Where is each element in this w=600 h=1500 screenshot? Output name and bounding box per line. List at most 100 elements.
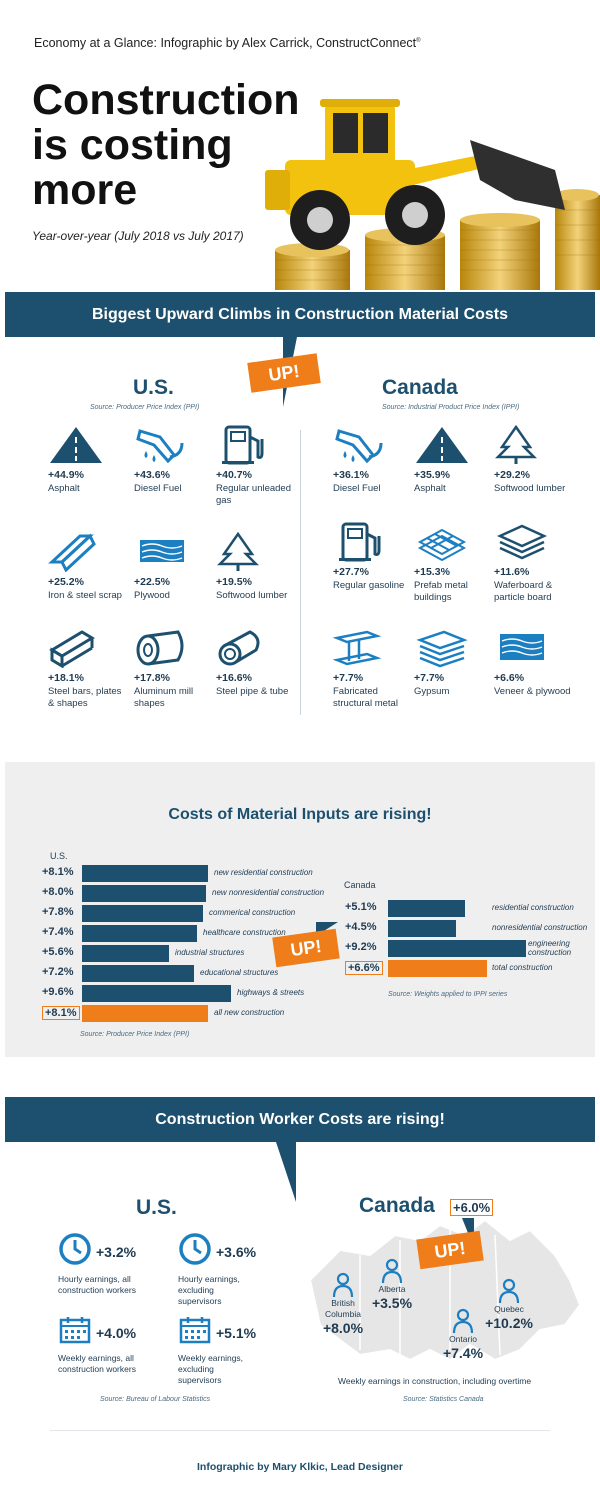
us-workers-heading: U.S. bbox=[136, 1196, 177, 1219]
material-label: Prefab metal buildings bbox=[414, 580, 468, 603]
material-pct: +35.9% bbox=[414, 469, 450, 481]
province-name: Quebec bbox=[494, 1304, 524, 1314]
coin-stack-1 bbox=[275, 243, 350, 290]
worker-cost-label: Hourly earnings, all construction worker… bbox=[58, 1274, 136, 1295]
material-label: Steel pipe & tube bbox=[216, 686, 289, 697]
bar-category-label: highways & streets bbox=[237, 988, 305, 997]
material-pct: +29.2% bbox=[494, 469, 530, 481]
veneer-icon bbox=[494, 628, 574, 668]
material-label: Steel bars, plates & shapes bbox=[48, 686, 122, 709]
province-pct: +3.5% bbox=[371, 1295, 413, 1311]
wheel-loader bbox=[265, 99, 565, 250]
material-item: +29.2% Softwood lumber bbox=[494, 425, 574, 495]
footer-credit: Infographic by Mary Klkic, Lead Designer bbox=[197, 1461, 403, 1473]
material-label: Veneer & plywood bbox=[494, 686, 571, 697]
province-pct: +8.0% bbox=[322, 1320, 364, 1336]
gypsum-icon bbox=[414, 628, 494, 668]
material-pct: +43.6% bbox=[134, 469, 170, 481]
tree-icon bbox=[216, 532, 296, 572]
material-item: +11.6% Waferboard & particle board bbox=[494, 522, 574, 604]
province-item: Ontario +7.4% bbox=[428, 1308, 498, 1361]
asphalt-icon bbox=[48, 425, 128, 465]
loader-on-coins-illustration bbox=[265, 99, 600, 290]
worker-icon bbox=[308, 1272, 378, 1298]
material-item: +18.1% Steel bars, plates & shapes bbox=[48, 628, 128, 710]
bar-category-label: industrial structures bbox=[175, 948, 245, 957]
page-title: Construction is costing more bbox=[32, 76, 300, 214]
footer-divider bbox=[50, 1430, 550, 1431]
material-label: Regular unleaded gas bbox=[216, 483, 292, 506]
material-item: +17.8% Aluminum mill shapes bbox=[134, 628, 214, 710]
material-label: Softwood lumber bbox=[494, 483, 566, 494]
bar-value-label: +7.8% bbox=[42, 906, 74, 918]
canada-inputs-chart-title: Canada bbox=[344, 880, 376, 890]
header-top-line: Economy at a Glance: Infographic by Alex… bbox=[34, 36, 421, 50]
material-label: Regular gasoline bbox=[333, 580, 405, 591]
inputs-heading: Costs of Material Inputs are rising! bbox=[168, 806, 432, 823]
bar-category-label: residential construction bbox=[492, 903, 574, 912]
province-item: Alberta +3.5% bbox=[357, 1258, 427, 1311]
material-item: +16.6% Steel pipe & tube bbox=[216, 628, 296, 698]
board-stack-icon bbox=[494, 522, 574, 562]
material-item: +36.1% Diesel Fuel bbox=[333, 425, 413, 495]
material-item: +25.2% Iron & steel scrap bbox=[48, 532, 128, 602]
us-materials-source: Source: Producer Price Index (PPI) bbox=[90, 404, 200, 411]
materials-up-tag: UP! bbox=[247, 353, 321, 393]
bar bbox=[82, 905, 203, 922]
material-label: Plywood bbox=[134, 590, 170, 601]
bar bbox=[388, 900, 465, 917]
material-item: +43.6% Diesel Fuel bbox=[134, 425, 214, 495]
us-workers-source: Source: Bureau of Labour Statistics bbox=[100, 1396, 211, 1403]
canada-workers-note: Weekly earnings in construction, includi… bbox=[338, 1376, 532, 1386]
worker-cost-item: +4.0% Weekly earnings, all construction w… bbox=[58, 1315, 168, 1375]
subtitle: Year-over-year (July 2018 vs July 2017) bbox=[32, 229, 244, 243]
material-label: Waferboard & particle board bbox=[494, 580, 553, 603]
bar-value-label: +9.2% bbox=[345, 941, 377, 953]
bar-value-label: +6.6% bbox=[345, 961, 383, 975]
bar-category-label: nonresidential construction bbox=[492, 923, 588, 932]
bar-value-label: +8.0% bbox=[42, 886, 74, 898]
material-pct: +19.5% bbox=[216, 576, 252, 588]
fuel-nozzle-icon bbox=[134, 425, 214, 465]
worker-cost-item: +3.6% Hourly earnings, excluding supervis… bbox=[178, 1232, 288, 1307]
material-pct: +40.7% bbox=[216, 469, 252, 481]
material-label: Diesel Fuel bbox=[333, 483, 381, 494]
bar bbox=[388, 960, 487, 977]
material-label: Softwood lumber bbox=[216, 590, 288, 601]
us-inputs-source: Source: Producer Price Index (PPI) bbox=[80, 1031, 190, 1038]
bar-category-label: engineering construction bbox=[528, 939, 572, 957]
materials-divider bbox=[300, 430, 301, 715]
bar bbox=[82, 925, 197, 942]
worker-cost-item: +5.1% Weekly earnings, excluding supervis… bbox=[178, 1315, 288, 1386]
bar-category-label: healthcare construction bbox=[203, 928, 286, 937]
material-pct: +22.5% bbox=[134, 576, 170, 588]
bar-value-label: +7.4% bbox=[42, 926, 74, 938]
steel-bar-icon bbox=[48, 628, 128, 668]
us-materials-heading: U.S. bbox=[133, 376, 174, 399]
worker-icon bbox=[428, 1308, 498, 1334]
material-label: Iron & steel scrap bbox=[48, 590, 122, 601]
province-pct: +10.2% bbox=[485, 1315, 533, 1331]
coin-stack-4 bbox=[555, 189, 600, 290]
worker-cost-label: Weekly earnings, excluding supervisors bbox=[178, 1353, 244, 1385]
province-item: Quebec +10.2% bbox=[474, 1278, 544, 1331]
canada-materials-heading: Canada bbox=[382, 376, 458, 399]
material-item: +15.3% Prefab metal buildings bbox=[414, 522, 494, 604]
bar bbox=[82, 1005, 208, 1022]
us-inputs-chart-title: U.S. bbox=[50, 851, 68, 861]
material-pct: +17.8% bbox=[134, 672, 170, 684]
bar bbox=[82, 965, 194, 982]
workers-banner: Construction Worker Costs are rising! bbox=[5, 1097, 595, 1142]
coin-stack-3 bbox=[460, 213, 540, 290]
material-pct: +6.6% bbox=[494, 672, 525, 684]
gas-pump-icon bbox=[333, 522, 413, 562]
material-pct: +7.7% bbox=[414, 672, 445, 684]
material-pct: +25.2% bbox=[48, 576, 84, 588]
bar-value-label: +7.2% bbox=[42, 966, 74, 978]
material-item: +7.7% Fabricated structural metal bbox=[333, 628, 413, 710]
worker-cost-pct: +3.2% bbox=[96, 1243, 137, 1260]
material-pct: +44.9% bbox=[48, 469, 84, 481]
workers-banner-pointer bbox=[276, 1142, 296, 1202]
bar-category-label: new residential construction bbox=[214, 868, 313, 877]
bar-category-label: commerical construction bbox=[209, 908, 296, 917]
